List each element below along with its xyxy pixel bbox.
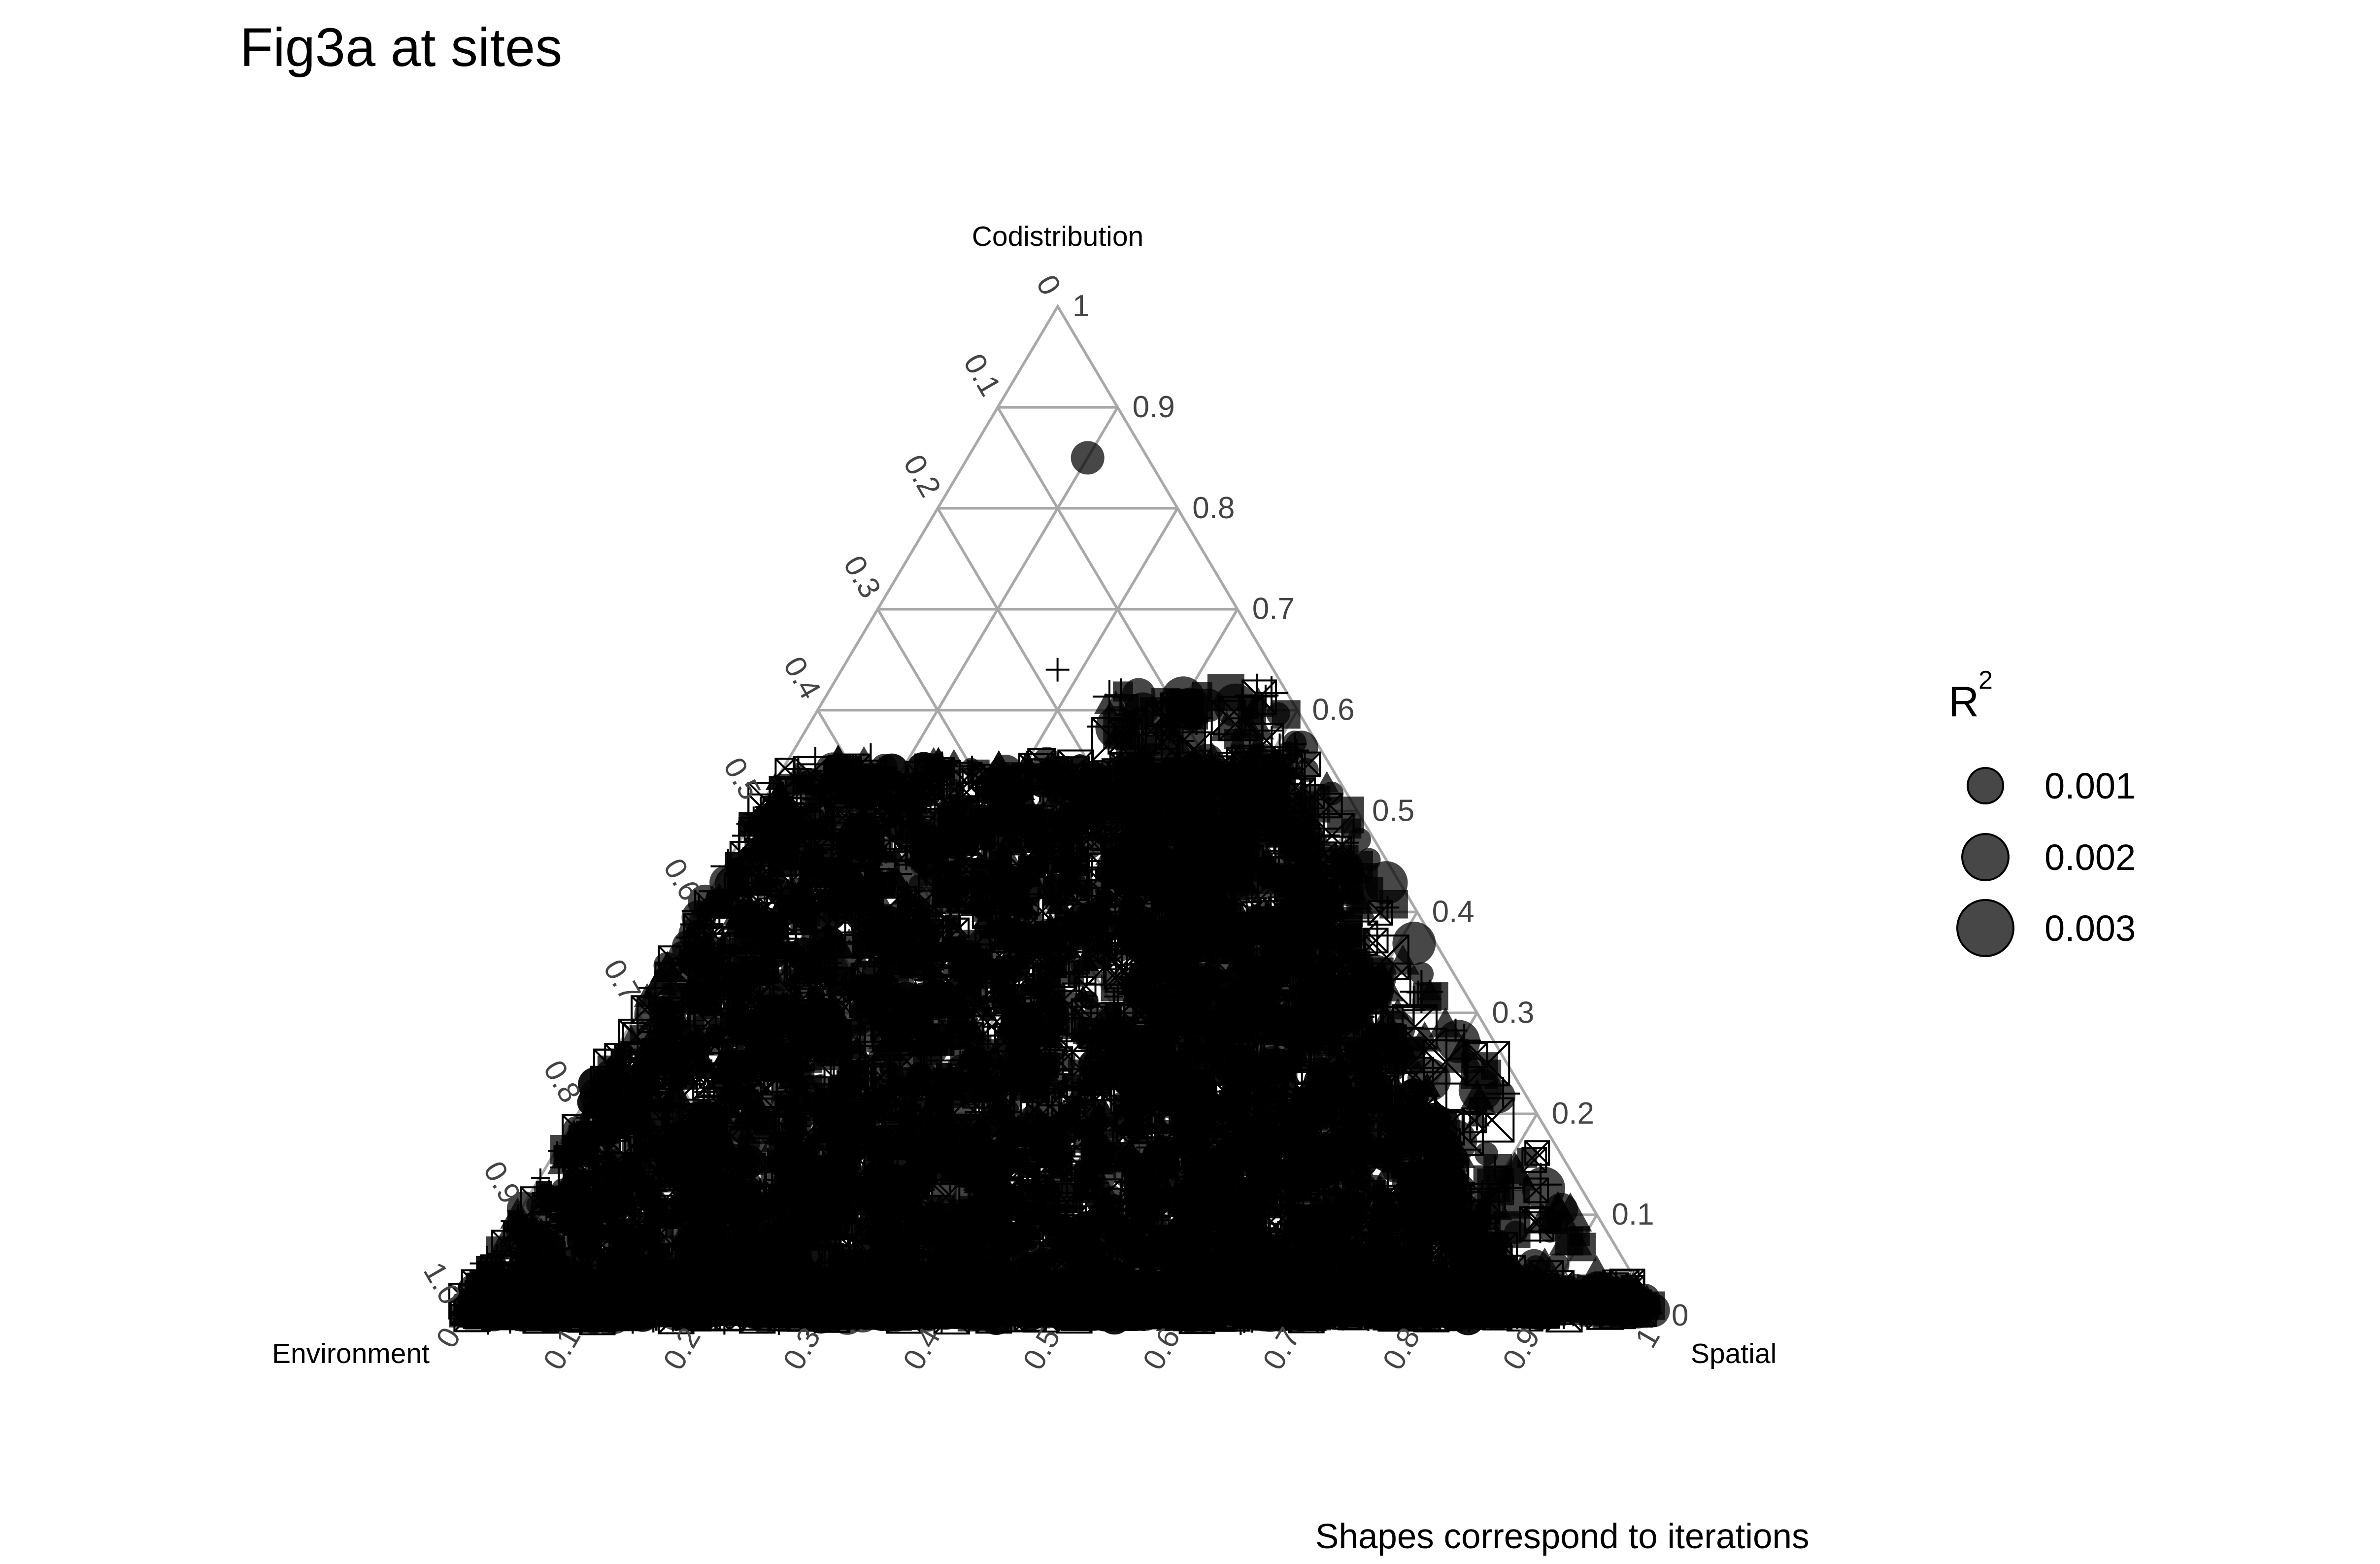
chart-title: Fig3a at sites <box>240 17 562 78</box>
data-points <box>448 441 1670 1335</box>
